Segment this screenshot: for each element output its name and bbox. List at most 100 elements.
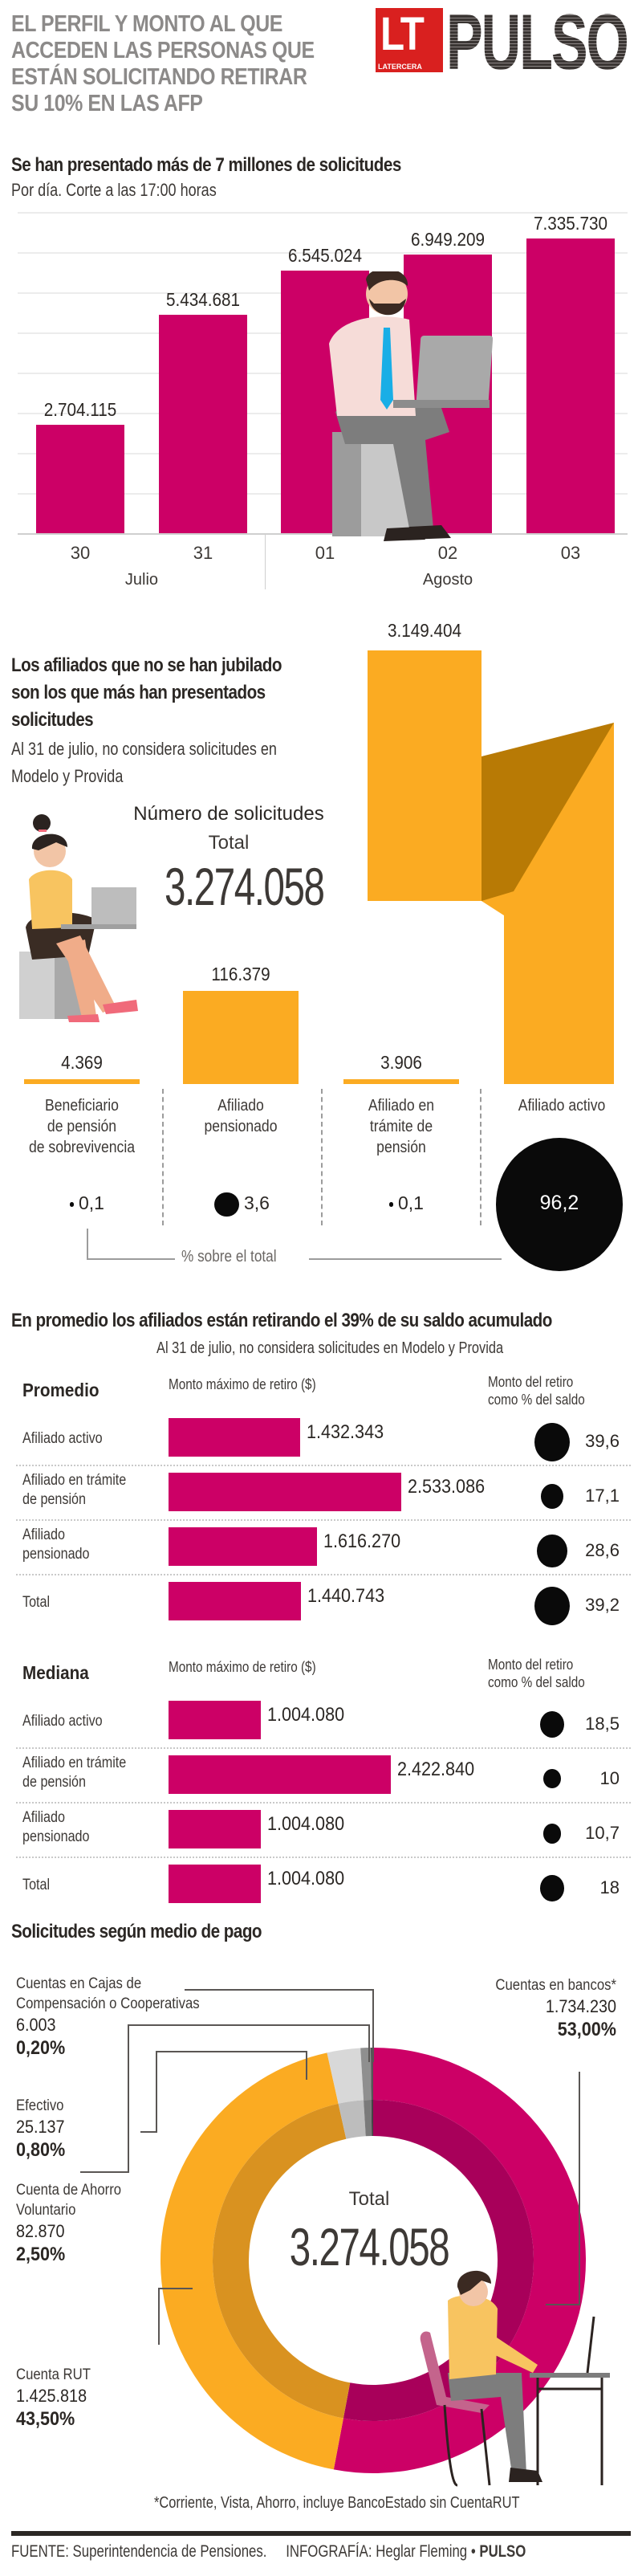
chart2-subtitle: Al 31 de julio, no considera solicitudes… (11, 739, 277, 786)
donut-slice-inner (338, 2100, 366, 2139)
bar-value-label: 3.149.404 (387, 620, 462, 641)
category-label-line: trámite de (369, 1118, 433, 1135)
amount-bar (169, 1865, 261, 1903)
credit-label: INFOGRAFÍA: (286, 2542, 372, 2561)
pct-label: 18 (599, 1877, 620, 1897)
donut-footnote: *Corriente, Vista, Ahorro, incluye Banco… (154, 2494, 520, 2512)
category-label: Afiliado en trámite de pensión (327, 1095, 475, 1158)
row-divider (16, 1519, 631, 1521)
row-label: Afiliado activo (22, 1712, 116, 1731)
gridline (18, 252, 628, 254)
donut-label-name: Cuenta RUT (16, 2366, 91, 2383)
source-label: FUENTE: (11, 2542, 69, 2561)
donut-slice-inner (364, 2100, 372, 2137)
amount-label: 1.004.080 (266, 1704, 345, 1726)
pct-label: 0,1 (79, 1192, 104, 1213)
row-label-line: pensionado (22, 1828, 90, 1845)
pct-dot (542, 1823, 562, 1844)
chart3-title-line1: En promedio los afiliados están retirand… (11, 1307, 632, 1335)
pct-label: 10,7 (585, 1823, 620, 1843)
table-group-heading: Promedio (22, 1380, 100, 1400)
category-label-line: de pensión (47, 1118, 117, 1135)
row-label: Afiliado pensionado (22, 1526, 101, 1564)
donut-center-label: Total (348, 2188, 390, 2210)
row-label: Afiliado en trámite de pensión (22, 1471, 144, 1510)
latercera-logo: LT LATERCERA (376, 8, 443, 72)
caption-connector (87, 1229, 88, 1259)
row-label-line: Afiliado (22, 1809, 65, 1826)
caption-connector (309, 1258, 502, 1260)
gridline (18, 212, 628, 214)
donut-label: Cuenta RUT 1.425.818 43,50% (16, 2365, 177, 2431)
category-label: Afiliado activo (488, 1095, 636, 1116)
row-label: Afiliado activo (22, 1429, 116, 1449)
category-label-line: pensionado (204, 1118, 278, 1135)
man-head-illustration (457, 2270, 491, 2306)
pct-dot (534, 1423, 570, 1462)
pct-dot (537, 1535, 567, 1568)
donut-label-value: 6.003 (16, 2015, 56, 2035)
footer-rule (11, 2531, 631, 2536)
donut-slice-outer (327, 2048, 364, 2104)
leader-line (140, 2051, 307, 2133)
pct-label: 18,5 (585, 1714, 620, 1734)
donut-label-value: 1.425.818 (16, 2386, 87, 2406)
main-title: EL PERFIL Y MONTO AL QUE ACCEDEN LAS PER… (11, 11, 315, 116)
amount-label: 1.616.270 (323, 1531, 401, 1552)
row-label-line: Total (22, 1594, 51, 1611)
bar-value-label: 6.545.024 (287, 244, 363, 266)
donut-label-pct: 0,80% (16, 2139, 66, 2161)
chart1-subtitle: Por día. Corte a las 17:00 horas (11, 180, 217, 200)
donut-label-pct: 43,50% (16, 2408, 75, 2430)
caption-connector (87, 1258, 175, 1260)
donut-slice-inner (371, 2100, 373, 2137)
donut-label-name: Cuentas en bancos* (495, 1977, 616, 1994)
donut-label: Efectivo 25.137 0,80% (16, 2096, 177, 2162)
pct-dot (388, 1202, 393, 1207)
row-label-line: Total (22, 1877, 51, 1893)
amount-label: 2.422.840 (397, 1759, 475, 1780)
amount-bar (169, 1527, 318, 1566)
donut-label-pct: 2,50% (16, 2244, 66, 2265)
donut-slice-inner (213, 2103, 351, 2419)
woman-with-laptop-illustration (19, 814, 138, 1022)
amount-label: 2.533.086 (408, 1476, 486, 1498)
amount-label: 1.440.743 (307, 1585, 385, 1607)
pct-label: 28,6 (585, 1540, 620, 1560)
group-label: Agosto (422, 571, 473, 589)
donut-label-value: 1.734.230 (545, 1996, 616, 2016)
donut-label-name: Efectivo (16, 2097, 64, 2114)
row-label-line: Afiliado activo (22, 1430, 103, 1447)
amount-bar (169, 1701, 261, 1739)
withdrawal-table: Promedio Monto máximo de retiro ($) Monto … (0, 1373, 642, 1903)
bar-break-shadow (482, 723, 614, 901)
total-requests-heading: Número de solicitudes (133, 803, 324, 825)
leader-line (185, 1989, 374, 2062)
bar (526, 238, 615, 533)
column-header-pct: Monto del retiro (488, 1657, 574, 1673)
row-label-line: Afiliado activo (22, 1713, 103, 1730)
row-label: Total (22, 1876, 55, 1895)
donut-label-name: Cuentas en Cajas de (16, 1975, 142, 1992)
amount-bar (169, 1473, 401, 1511)
bar-value-label: 3.906 (380, 1052, 422, 1073)
pct-label: 17,1 (585, 1486, 620, 1506)
row-divider (16, 1857, 631, 1858)
bar-value-label: 116.379 (211, 964, 270, 984)
x-tick-label: 03 (560, 543, 581, 563)
chart3-subtitle: Al 31 de julio, no considera solicitudes… (156, 1339, 504, 1357)
row-divider (16, 1802, 631, 1804)
chart4-title: Solicitudes según medio de pago (11, 1921, 262, 1942)
bar (24, 1079, 140, 1084)
pct-dot (539, 1710, 565, 1738)
leader-line (80, 2024, 370, 2173)
category-label-line: Afiliado activo (518, 1097, 606, 1115)
row-label-line: Afiliado (22, 1526, 65, 1543)
bar-value-label: 2.704.115 (43, 398, 117, 420)
man-at-desk-illustration (420, 2295, 610, 2487)
row-divider (16, 1574, 631, 1575)
total-requests-value: 3.274.058 (165, 857, 325, 916)
amount-bar (169, 1755, 392, 1794)
row-label-line: pensionado (22, 1546, 90, 1563)
pct-label: 10 (599, 1768, 620, 1788)
